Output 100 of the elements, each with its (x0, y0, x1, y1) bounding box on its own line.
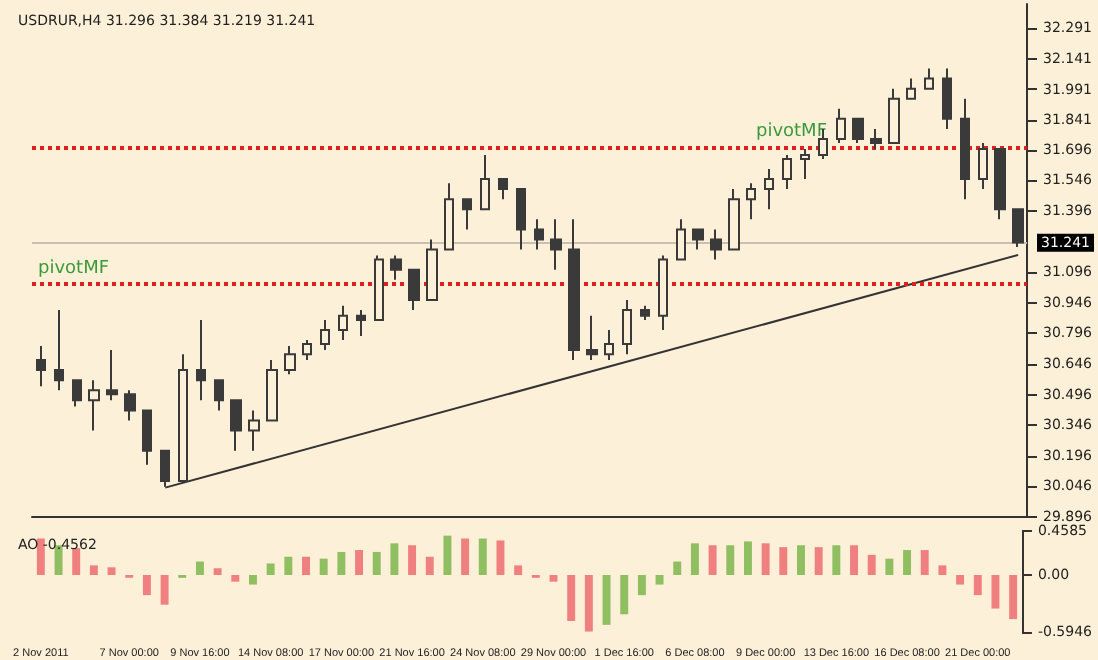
bar (319, 558, 328, 575)
candlestick (124, 389, 136, 422)
bar (461, 538, 470, 575)
candlestick (390, 254, 402, 281)
candlestick (978, 141, 988, 191)
candlestick (36, 345, 46, 388)
candlestick (994, 147, 1006, 221)
candlestick (284, 345, 296, 376)
candlestick (196, 318, 206, 402)
bar (107, 567, 116, 575)
bar (832, 545, 841, 575)
candlestick (942, 67, 952, 130)
bar (355, 550, 364, 575)
candlestick (426, 238, 438, 301)
ref-line-label: pivotMF (38, 258, 110, 279)
bar (89, 565, 98, 575)
candlestick (320, 318, 330, 352)
candlestick (534, 218, 544, 251)
candlestick (728, 188, 740, 251)
candlestick (782, 154, 792, 191)
bar (903, 550, 912, 575)
bar (867, 554, 876, 575)
candlestick (710, 228, 722, 261)
bar (761, 543, 770, 575)
candlestick (462, 198, 472, 231)
bar (372, 551, 381, 575)
candlestick (302, 339, 312, 362)
bar (637, 574, 646, 596)
candlestick (54, 308, 64, 392)
bar (779, 547, 788, 575)
bar (726, 545, 735, 575)
candlestick (516, 188, 526, 251)
candlestick (888, 87, 900, 144)
bar (142, 574, 151, 596)
bar (302, 556, 310, 575)
candlestick (248, 409, 260, 452)
bar (814, 547, 823, 575)
bar (195, 561, 204, 575)
bar (690, 543, 699, 575)
candlestick (746, 182, 756, 221)
bar (478, 538, 487, 575)
candlestick (374, 254, 384, 321)
bar (673, 561, 682, 575)
candlestick (676, 218, 686, 261)
bar (549, 574, 558, 582)
candlestick (142, 409, 152, 466)
candlestick (480, 154, 490, 211)
candlestick (622, 298, 632, 356)
bar (584, 574, 593, 632)
bar (443, 535, 452, 575)
bar (425, 556, 434, 575)
bar (850, 545, 858, 575)
candlestick (906, 77, 916, 100)
bar (920, 550, 929, 575)
candlestick (836, 107, 846, 144)
bar (160, 574, 169, 605)
bar (266, 563, 275, 575)
bar (708, 545, 717, 575)
bar (231, 574, 240, 582)
candlestick (106, 349, 118, 402)
candlestick (586, 314, 598, 362)
candlestick (764, 168, 774, 211)
bar (655, 574, 664, 585)
bar (956, 574, 965, 585)
bar (973, 574, 982, 596)
bar (496, 540, 505, 575)
bar (602, 574, 611, 625)
candlestick (72, 379, 82, 408)
bar (72, 548, 81, 575)
candlestick (870, 127, 882, 150)
ref-line-label: pivotMF (755, 121, 828, 142)
bar (390, 543, 399, 575)
candlestick (852, 117, 864, 144)
candlestick (498, 178, 508, 201)
candlestick (178, 353, 188, 482)
candlestick (640, 304, 650, 321)
bar (408, 545, 417, 575)
candlestick (444, 182, 454, 251)
candlestick (568, 218, 580, 362)
bar (885, 558, 894, 575)
candlestick (800, 147, 810, 181)
bar (249, 574, 257, 585)
bar (938, 565, 947, 575)
bar (213, 568, 222, 575)
candlestick (214, 379, 224, 412)
bar (514, 565, 523, 575)
bar (797, 545, 805, 575)
bar (337, 551, 346, 575)
bar (620, 574, 629, 615)
candlestick (408, 268, 420, 311)
candlestick (88, 379, 100, 432)
bar (743, 541, 752, 575)
candlestick (960, 97, 970, 201)
candlestick (604, 328, 614, 362)
candlestick (550, 218, 562, 271)
candlestick (266, 359, 278, 422)
candlestick (692, 228, 704, 251)
candlestick (356, 308, 366, 337)
bar (1009, 574, 1018, 620)
bar (284, 556, 293, 575)
